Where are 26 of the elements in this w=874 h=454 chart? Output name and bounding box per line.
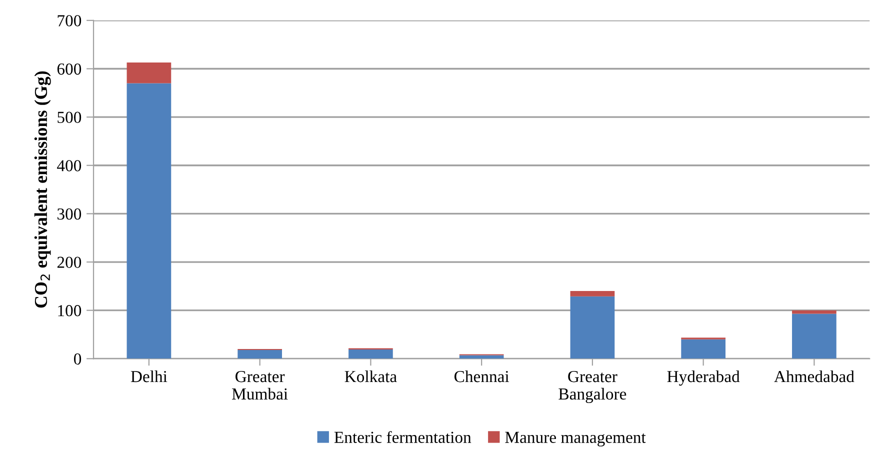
y-tick-label: 200 [57,256,82,268]
x-tick-label: Greater Mumbai [232,370,288,400]
x-tick-label: Kolkata [344,370,397,382]
y-tick-label: 300 [58,208,82,220]
y-tick-label: 400 [57,160,82,172]
bar [570,296,615,359]
y-axis-title: CO$_{2}$ equivalent emissions (Gg) [34,71,51,308]
bar [570,291,615,296]
y-tick-label: 100 [58,305,82,316]
y-tick-label: 600 [57,63,82,75]
y-tick-label: 700 [58,15,82,26]
y-tick-label: 500 [58,112,82,124]
x-tick-label: Chennai [454,370,510,382]
bar [792,314,836,359]
legend-label: Manure management [505,432,646,446]
x-tick-label: Greater Bangalore [558,370,626,404]
bar [126,83,172,359]
bar [681,339,726,359]
y-tick-label: 0 [74,353,82,365]
legend-label: Enteric fermentation [334,431,472,443]
bar [348,349,393,359]
x-tick-label: Hyderabad [667,370,740,386]
x-tick-label: Delhi [130,370,168,382]
bar [126,62,172,84]
x-tick-label: Ahmedabad [774,370,854,382]
bar [238,350,282,359]
